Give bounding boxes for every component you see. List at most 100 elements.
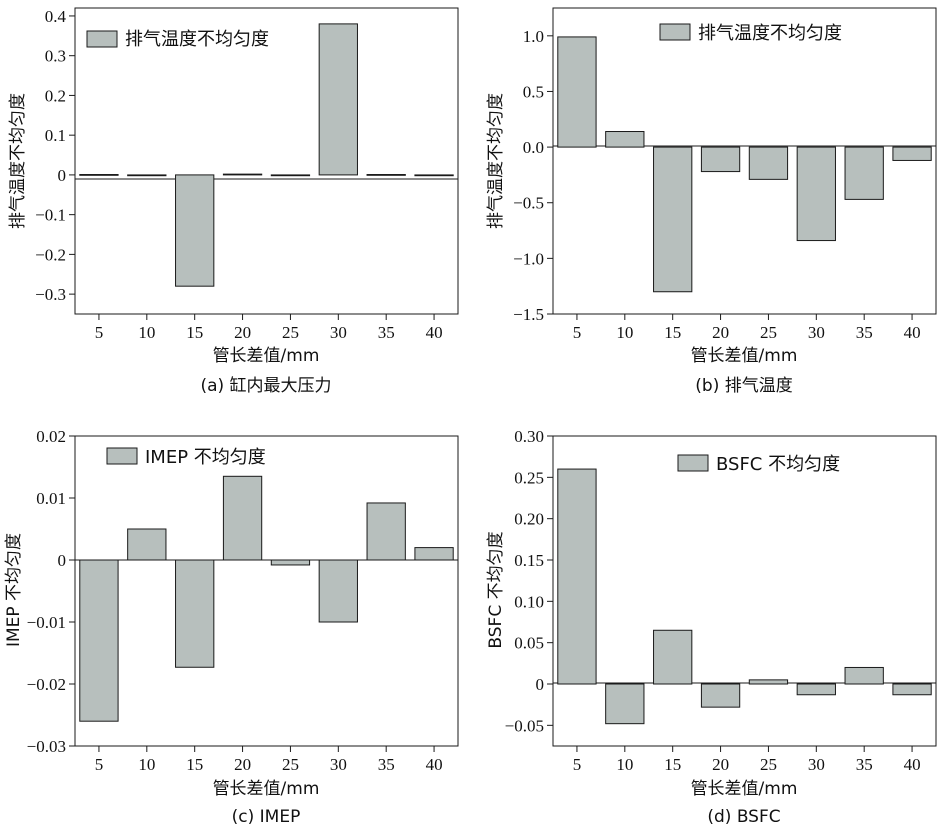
y-axis-label: IMEP 不均匀度 [4, 533, 24, 647]
bar-5 [79, 174, 119, 176]
bar-35 [366, 502, 406, 561]
y-tick-label: 0 [536, 675, 545, 694]
y-tick-label: 0.30 [514, 427, 544, 446]
legend-swatch [659, 23, 691, 41]
x-tick-label: 25 [282, 755, 299, 774]
y-tick-label: 0 [58, 551, 67, 570]
bar-35 [844, 146, 884, 200]
y-tick-label: 0.05 [514, 634, 544, 653]
y-tick-label: −0.2 [35, 245, 66, 264]
y-tick-label: 0.4 [45, 7, 67, 26]
y-tick-label: 0.01 [36, 489, 66, 508]
bar-series [557, 36, 932, 293]
bar-40 [892, 683, 932, 696]
y-axis-label: 排气温度不均匀度 [486, 93, 506, 229]
bar-10 [127, 528, 167, 561]
y-axis-label: 排气温度不均匀度 [8, 93, 28, 229]
bar-series [557, 468, 932, 725]
y-axis-label: BSFC 不均匀度 [486, 531, 506, 648]
legend-swatch [106, 447, 138, 465]
bar-35 [844, 666, 884, 685]
bar-series [79, 475, 454, 722]
bar-series [79, 23, 454, 287]
bar-15 [175, 559, 215, 668]
x-tick-label: 40 [904, 323, 921, 342]
bar-40 [414, 547, 454, 561]
y-tick-label: 0.02 [36, 427, 66, 446]
x-axis-label: 管长差值/mm [213, 779, 320, 799]
x-axis-label: 管长差值/mm [213, 346, 320, 366]
y-tick-label: −0.1 [35, 206, 66, 225]
bar-20 [700, 146, 741, 173]
x-tick-label: 40 [426, 323, 443, 342]
bar-40 [892, 146, 932, 161]
y-tick-label: 0.0 [523, 138, 544, 157]
y-tick-label: 0.15 [514, 551, 544, 570]
plot-frame [74, 435, 459, 747]
x-tick-label: 5 [573, 323, 582, 342]
x-tick-label: 30 [330, 323, 347, 342]
y-tick-label: −0.5 [513, 194, 544, 213]
x-axis-label: 管长差值/mm [691, 779, 798, 799]
bar-30 [796, 683, 836, 696]
bar-15 [175, 174, 215, 287]
plot-frame [74, 7, 459, 315]
bar-10 [127, 174, 167, 177]
bar-30 [318, 559, 358, 623]
y-tick-label: −0.3 [35, 285, 66, 304]
x-tick-label: 10 [616, 755, 633, 774]
x-tick-label: 15 [186, 323, 203, 342]
x-tick-label: 5 [573, 755, 582, 774]
legend: BSFC 不均匀度 [677, 454, 840, 475]
bar-5 [557, 468, 597, 685]
chart-panel-b: 1.0 0.5 0.0 −0.5 −1.0 −1.5 5 10 15 20 25 30 35 40 排气… [486, 7, 937, 396]
bar-10 [605, 131, 645, 148]
y-tick-label: −1.5 [513, 305, 544, 324]
x-axis-ticks: 5 10 15 20 25 30 35 40 [573, 746, 921, 774]
x-axis-ticks: 5 10 15 20 25 30 35 40 [95, 746, 443, 774]
bar-30 [796, 146, 836, 242]
x-tick-label: 35 [378, 323, 395, 342]
panel-caption: (d) BSFC [707, 807, 780, 827]
x-axis-label: 管长差值/mm [691, 346, 798, 366]
x-tick-label: 25 [760, 755, 777, 774]
x-tick-label: 30 [808, 755, 825, 774]
chart-panel-d: 0.30 0.25 0.20 0.15 0.10 0.05 0 −0.05 5 10 15 20 25… [486, 427, 937, 827]
bar-15 [653, 146, 693, 293]
x-tick-label: 10 [138, 755, 155, 774]
y-tick-label: 0.25 [514, 468, 544, 487]
y-tick-label: −1.0 [513, 249, 544, 268]
bar-20 [222, 173, 263, 176]
legend-swatch [677, 454, 709, 472]
y-tick-label: 0.10 [514, 592, 544, 611]
y-tick-label: 0 [58, 166, 67, 185]
x-tick-label: 25 [760, 323, 777, 342]
bar-5 [79, 559, 119, 722]
x-tick-label: 40 [904, 755, 921, 774]
y-axis-ticks: 1.0 0.5 0.0 −0.5 −1.0 −1.5 [513, 27, 553, 324]
bar-15 [653, 629, 693, 685]
bar-5 [557, 36, 597, 148]
x-tick-label: 30 [330, 755, 347, 774]
x-tick-label: 10 [138, 323, 155, 342]
y-axis-ticks: 0.4 0.3 0.2 0.1 0 −0.1 −0.2 −0.3 [35, 7, 75, 304]
x-tick-label: 20 [712, 755, 729, 774]
x-tick-label: 5 [95, 323, 104, 342]
x-tick-label: 10 [616, 323, 633, 342]
chart-panel-c: 0.02 0.01 0 −0.01 −0.02 −0.03 5 10 15 20 25 30 35 40… [4, 427, 459, 827]
x-tick-label: 20 [234, 755, 251, 774]
y-axis-ticks: 0.30 0.25 0.20 0.15 0.10 0.05 0 −0.05 [505, 427, 553, 735]
y-tick-label: 0.3 [45, 47, 66, 66]
y-tick-label: 0.1 [45, 126, 66, 145]
panel-caption: (a) 缸内最大压力 [200, 375, 331, 396]
bar-20 [222, 475, 263, 561]
plot-frame [552, 435, 937, 747]
x-tick-label: 20 [712, 323, 729, 342]
x-axis-ticks: 5 10 15 20 25 30 35 40 [573, 314, 921, 342]
legend-label: 排气温度不均匀度 [125, 29, 269, 50]
legend-label: 排气温度不均匀度 [698, 23, 842, 44]
x-tick-label: 35 [856, 323, 873, 342]
bar-20 [700, 683, 741, 708]
y-tick-label: −0.01 [27, 613, 66, 632]
